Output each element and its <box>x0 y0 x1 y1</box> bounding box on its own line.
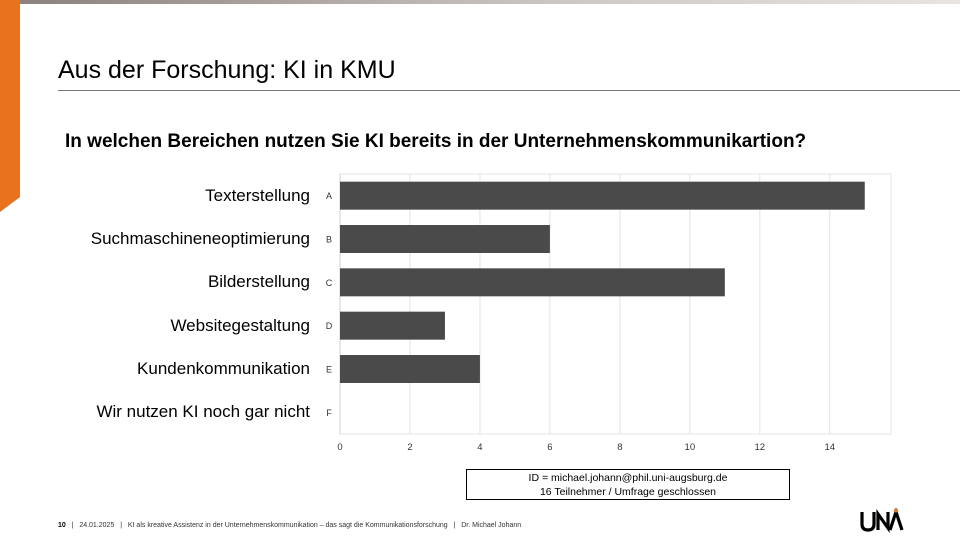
category-label-B: Suchmaschineneoptimierung <box>90 229 310 248</box>
category-code-D: D <box>326 321 333 331</box>
x-tick-label-14: 14 <box>824 442 835 453</box>
category-label-A: Texterstellung <box>205 185 310 205</box>
category-code-C: C <box>326 278 333 288</box>
survey-info-box: ID = michael.johann@phil.uni-augsburg.de… <box>466 469 790 500</box>
bar-D <box>340 311 445 340</box>
survey-id: ID = michael.johann@phil.uni-augsburg.de <box>528 472 728 484</box>
x-tick-label-6: 6 <box>547 442 552 453</box>
bar-C <box>340 268 725 297</box>
footer-date: 24.01.2025 <box>79 522 115 529</box>
category-code-E: E <box>326 365 332 375</box>
x-tick-label-0: 0 <box>337 442 342 453</box>
x-tick-label-10: 10 <box>685 442 696 453</box>
footer-talk-title: KI als kreative Assistenz in der Unterne… <box>127 522 448 529</box>
footer-author: Dr. Michael Johann <box>461 522 522 529</box>
chart-question: In welchen Bereichen nutzen Sie KI berei… <box>65 131 807 152</box>
bar-A <box>340 181 865 210</box>
x-tick-label-12: 12 <box>755 442 766 453</box>
title-divider <box>58 90 960 91</box>
category-label-C: Bilderstellung <box>207 272 310 292</box>
orange-accent-stripe <box>0 0 20 212</box>
slide-title: Aus der Forschung: KI in KMU <box>58 56 396 84</box>
category-code-A: A <box>326 191 332 201</box>
x-tick-label-2: 2 <box>407 442 412 453</box>
category-label-D: Websitegestaltung <box>170 315 310 335</box>
slide-footer: 10 | 24.01.2025 | KI als kreative Assist… <box>58 522 521 529</box>
footer-sep-2: | <box>120 522 123 529</box>
top-gradient-bar <box>0 0 960 4</box>
survey-participants: 16 Teilnehmer / Umfrage geschlossen <box>539 485 717 498</box>
page-number: 10 <box>58 522 66 529</box>
category-label-F: Wir nutzen KI noch gar nicht <box>96 402 310 422</box>
x-tick-label-4: 4 <box>477 442 482 453</box>
uni-augsburg-logo-icon <box>860 508 904 533</box>
footer-sep-1: | <box>71 522 74 529</box>
x-tick-label-8: 8 <box>617 442 622 453</box>
category-label-E: Kundenkommunikation <box>137 359 310 378</box>
footer-sep-3: | <box>453 522 456 529</box>
bar-E <box>340 355 480 383</box>
category-code-B: B <box>326 235 332 245</box>
plot-frame <box>339 173 892 435</box>
category-code-F: F <box>326 408 332 418</box>
bar-B <box>340 225 550 253</box>
